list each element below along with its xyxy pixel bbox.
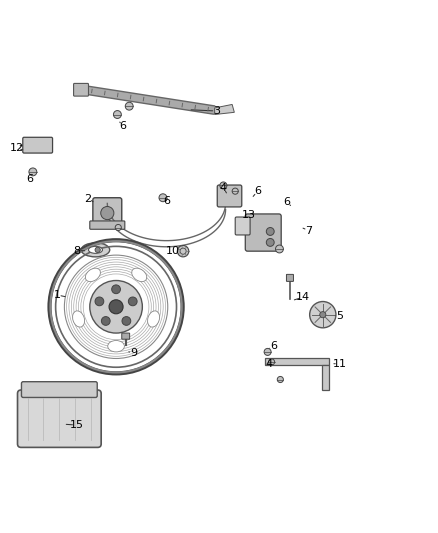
FancyBboxPatch shape — [235, 217, 250, 235]
Ellipse shape — [108, 341, 124, 352]
Circle shape — [112, 285, 120, 294]
Circle shape — [29, 168, 37, 176]
Polygon shape — [322, 366, 328, 391]
Circle shape — [125, 102, 133, 110]
Circle shape — [95, 297, 104, 306]
Circle shape — [264, 349, 271, 356]
Text: 6: 6 — [270, 341, 277, 351]
FancyBboxPatch shape — [23, 138, 53, 153]
Ellipse shape — [73, 311, 85, 327]
Circle shape — [266, 228, 274, 236]
Text: 11: 11 — [332, 359, 346, 369]
Text: 6: 6 — [26, 174, 33, 184]
Circle shape — [266, 238, 274, 246]
Text: 13: 13 — [241, 210, 255, 220]
Circle shape — [220, 182, 227, 189]
FancyBboxPatch shape — [21, 382, 97, 398]
Circle shape — [95, 247, 100, 253]
Text: 5: 5 — [336, 311, 343, 320]
Circle shape — [128, 297, 137, 306]
Text: 6: 6 — [283, 197, 290, 207]
Ellipse shape — [88, 246, 102, 253]
Text: 8: 8 — [73, 246, 80, 256]
Circle shape — [277, 376, 283, 383]
Polygon shape — [265, 359, 328, 366]
Circle shape — [268, 359, 275, 365]
Circle shape — [113, 110, 121, 118]
Text: 14: 14 — [296, 292, 310, 302]
Text: 6: 6 — [163, 196, 170, 206]
Text: 1: 1 — [53, 290, 60, 300]
FancyBboxPatch shape — [122, 333, 130, 339]
FancyBboxPatch shape — [74, 84, 88, 96]
Text: 12: 12 — [10, 143, 24, 154]
Text: 4: 4 — [220, 183, 227, 192]
FancyBboxPatch shape — [286, 274, 293, 281]
Circle shape — [115, 224, 121, 231]
Ellipse shape — [81, 243, 110, 257]
Circle shape — [122, 317, 131, 325]
Circle shape — [177, 246, 189, 257]
Circle shape — [90, 280, 142, 333]
FancyBboxPatch shape — [245, 214, 281, 251]
Text: 10: 10 — [166, 246, 180, 256]
Circle shape — [109, 300, 123, 314]
Circle shape — [276, 245, 283, 253]
Text: 9: 9 — [130, 348, 137, 358]
Ellipse shape — [132, 268, 147, 281]
FancyBboxPatch shape — [217, 185, 242, 207]
Circle shape — [320, 312, 326, 318]
Ellipse shape — [148, 311, 159, 327]
Polygon shape — [215, 104, 234, 115]
Text: 15: 15 — [70, 420, 84, 430]
Circle shape — [310, 302, 336, 328]
Text: 3: 3 — [213, 106, 220, 116]
Text: 7: 7 — [305, 225, 312, 236]
Circle shape — [101, 317, 110, 325]
Circle shape — [232, 188, 238, 194]
Text: 2: 2 — [84, 193, 91, 204]
Text: 6: 6 — [119, 122, 126, 131]
FancyBboxPatch shape — [90, 221, 125, 229]
Circle shape — [159, 194, 167, 201]
Text: 4: 4 — [266, 359, 273, 369]
FancyBboxPatch shape — [18, 390, 101, 447]
Text: 6: 6 — [254, 186, 261, 196]
Circle shape — [101, 206, 114, 220]
Ellipse shape — [85, 268, 100, 281]
FancyBboxPatch shape — [93, 198, 122, 226]
